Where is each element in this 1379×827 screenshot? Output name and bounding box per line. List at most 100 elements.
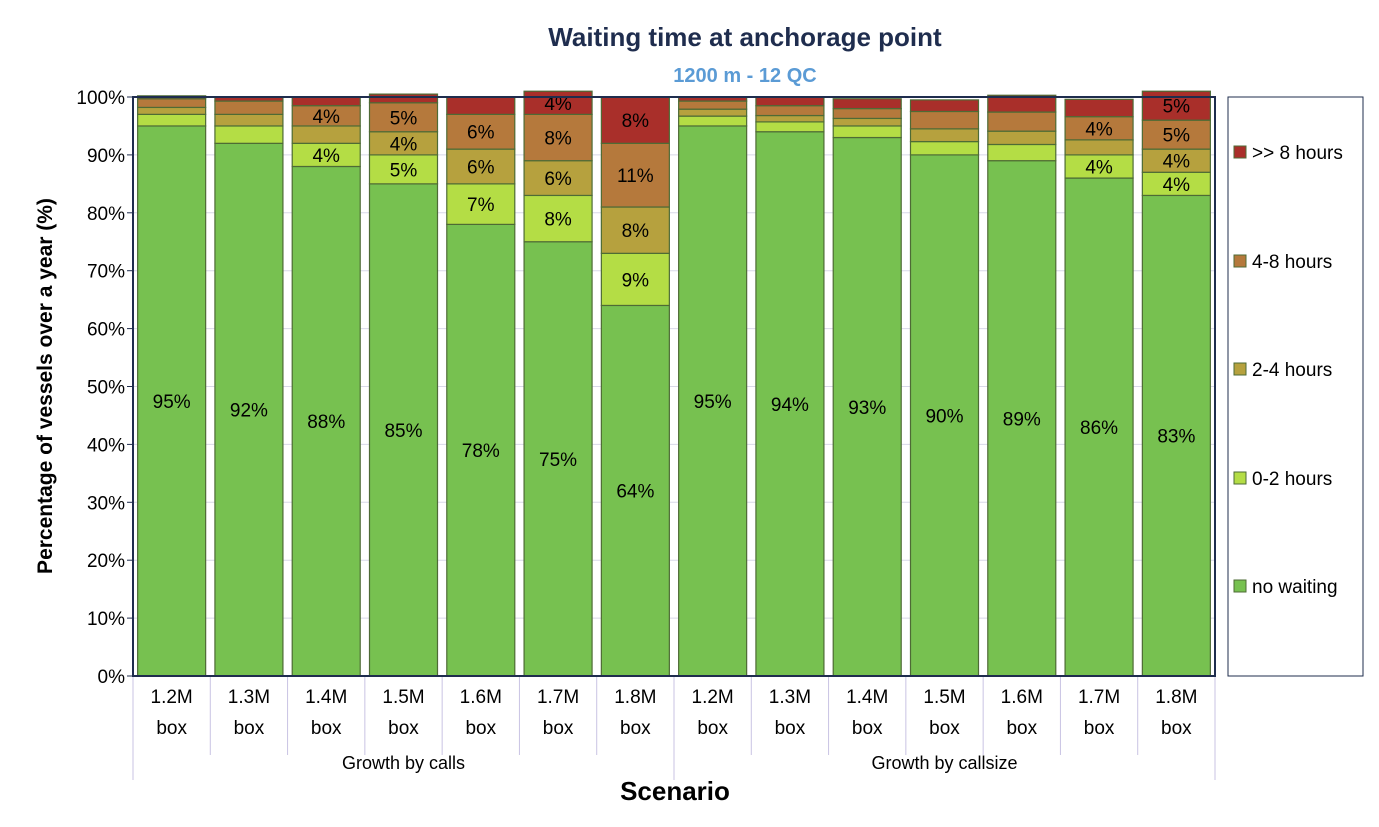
bar-segment xyxy=(600,96,670,144)
data-label: 4% xyxy=(544,94,572,115)
bar-segment xyxy=(446,113,516,150)
x-tick-label: box xyxy=(234,718,265,739)
bar-segment xyxy=(987,160,1057,677)
x-tick-label: 1.4M xyxy=(305,687,347,708)
bar-segment xyxy=(368,93,439,104)
legend-label: 4-8 hours xyxy=(1252,252,1332,273)
data-label: 8% xyxy=(544,129,572,150)
x-tick-label: 1.2M xyxy=(692,687,734,708)
group-label: Growth by callsize xyxy=(871,753,1017,773)
data-label: 95% xyxy=(153,392,191,413)
legend-label: >> 8 hours xyxy=(1252,143,1343,164)
legend-swatch xyxy=(1233,145,1247,159)
bar-segment xyxy=(523,160,593,197)
x-tick-label: box xyxy=(1161,718,1192,739)
data-label: 4% xyxy=(1163,152,1191,173)
data-label: 92% xyxy=(230,401,268,422)
y-tick-labels: 0% 10% 20% 30% 40% 50% 60% 70% 80% 90% 100% xyxy=(76,88,125,688)
y-tick-label: 60% xyxy=(87,320,125,341)
data-label: 88% xyxy=(307,412,345,433)
data-label: 4% xyxy=(1163,175,1191,196)
legend-swatch xyxy=(1233,254,1247,268)
data-label: 94% xyxy=(771,395,809,416)
bar-segment xyxy=(909,140,980,156)
chart-subtitle: 1200 m - 12 QC xyxy=(673,65,816,87)
bar-segment xyxy=(214,125,284,144)
bar-segment xyxy=(678,108,748,117)
bar-segment xyxy=(832,98,902,110)
bar-segment xyxy=(678,100,748,110)
bar-segment xyxy=(214,113,284,127)
bar-segment xyxy=(1141,194,1211,677)
x-tick-label: 1.5M xyxy=(923,687,965,708)
data-label: 8% xyxy=(622,221,650,242)
x-tick-label: box xyxy=(775,718,806,739)
bar-segment xyxy=(678,125,748,677)
bar-segment xyxy=(137,106,207,115)
data-label: 6% xyxy=(467,123,495,144)
data-label: 4% xyxy=(312,146,340,167)
data-label: 8% xyxy=(544,210,572,231)
bar-segment xyxy=(291,96,361,107)
bar-segment xyxy=(214,100,284,115)
data-label: 4% xyxy=(1085,157,1113,178)
data-label: 11% xyxy=(617,166,654,187)
bar-segment xyxy=(755,114,825,123)
data-label: 95% xyxy=(694,392,732,413)
data-label: 5% xyxy=(390,160,418,181)
data-label: 6% xyxy=(544,169,572,190)
x-tick-label: box xyxy=(543,718,574,739)
legend: no waiting 0-2 hours 2-4 hours 4-8 hours >> … xyxy=(1227,96,1364,677)
x-tick-label: box xyxy=(465,718,496,739)
x-tick-label: 1.8M xyxy=(1155,687,1197,708)
data-label: 5% xyxy=(1163,97,1191,118)
data-label: 78% xyxy=(462,441,500,462)
legend-box xyxy=(1227,96,1364,677)
data-label: 86% xyxy=(1080,418,1118,439)
x-tick-label: 1.6M xyxy=(1001,687,1043,708)
x-tick-label: 1.7M xyxy=(1078,687,1120,708)
x-tick-label: box xyxy=(852,718,883,739)
x-tick-label: box xyxy=(1084,718,1115,739)
bar-segment xyxy=(832,117,902,127)
bar-segment xyxy=(987,94,1057,113)
bar-segment xyxy=(909,154,980,677)
data-label: 83% xyxy=(1157,427,1195,448)
data-label: 7% xyxy=(467,195,495,216)
legend-swatch xyxy=(1233,362,1247,376)
bar-segment xyxy=(1064,177,1134,677)
legend-label: no waiting xyxy=(1252,577,1338,598)
x-tick-label: 1.4M xyxy=(846,687,888,708)
bar-segment xyxy=(214,142,284,677)
bar-segment xyxy=(1141,119,1211,150)
bars: 95% 92%88%4%4%85%5%4%5%78%7%6%6%75%8%6%8%… xyxy=(137,90,1211,677)
bar-segment xyxy=(446,183,516,225)
y-tick-label: 70% xyxy=(87,262,125,283)
bar-segment xyxy=(600,304,670,677)
x-tick-label: 1.2M xyxy=(151,687,193,708)
data-label: 90% xyxy=(925,406,963,427)
x-tick-label: box xyxy=(388,718,419,739)
bar-segment xyxy=(987,130,1057,146)
data-label: 89% xyxy=(1003,409,1041,430)
data-label: 5% xyxy=(1163,126,1191,147)
x-tick-label: 1.3M xyxy=(769,687,811,708)
legend-swatch xyxy=(1233,471,1247,485)
x-tick-label: 1.7M xyxy=(537,687,579,708)
y-tick-label: 20% xyxy=(87,551,125,572)
bar-segment xyxy=(909,99,980,113)
data-label: 8% xyxy=(622,111,650,132)
data-label: 6% xyxy=(467,157,495,178)
bar-segment xyxy=(832,136,902,677)
y-tick-label: 30% xyxy=(87,493,125,514)
bar-segment xyxy=(600,142,670,208)
bar-segment xyxy=(291,125,361,144)
x-axis-label: Scenario xyxy=(620,776,730,806)
group-label: Growth by calls xyxy=(342,753,465,773)
x-tick-label: box xyxy=(1006,718,1037,739)
bar-segment xyxy=(368,183,439,677)
x-tick-label: 1.8M xyxy=(614,687,656,708)
bar-segment xyxy=(832,125,902,139)
y-tick-label: 90% xyxy=(87,146,125,167)
